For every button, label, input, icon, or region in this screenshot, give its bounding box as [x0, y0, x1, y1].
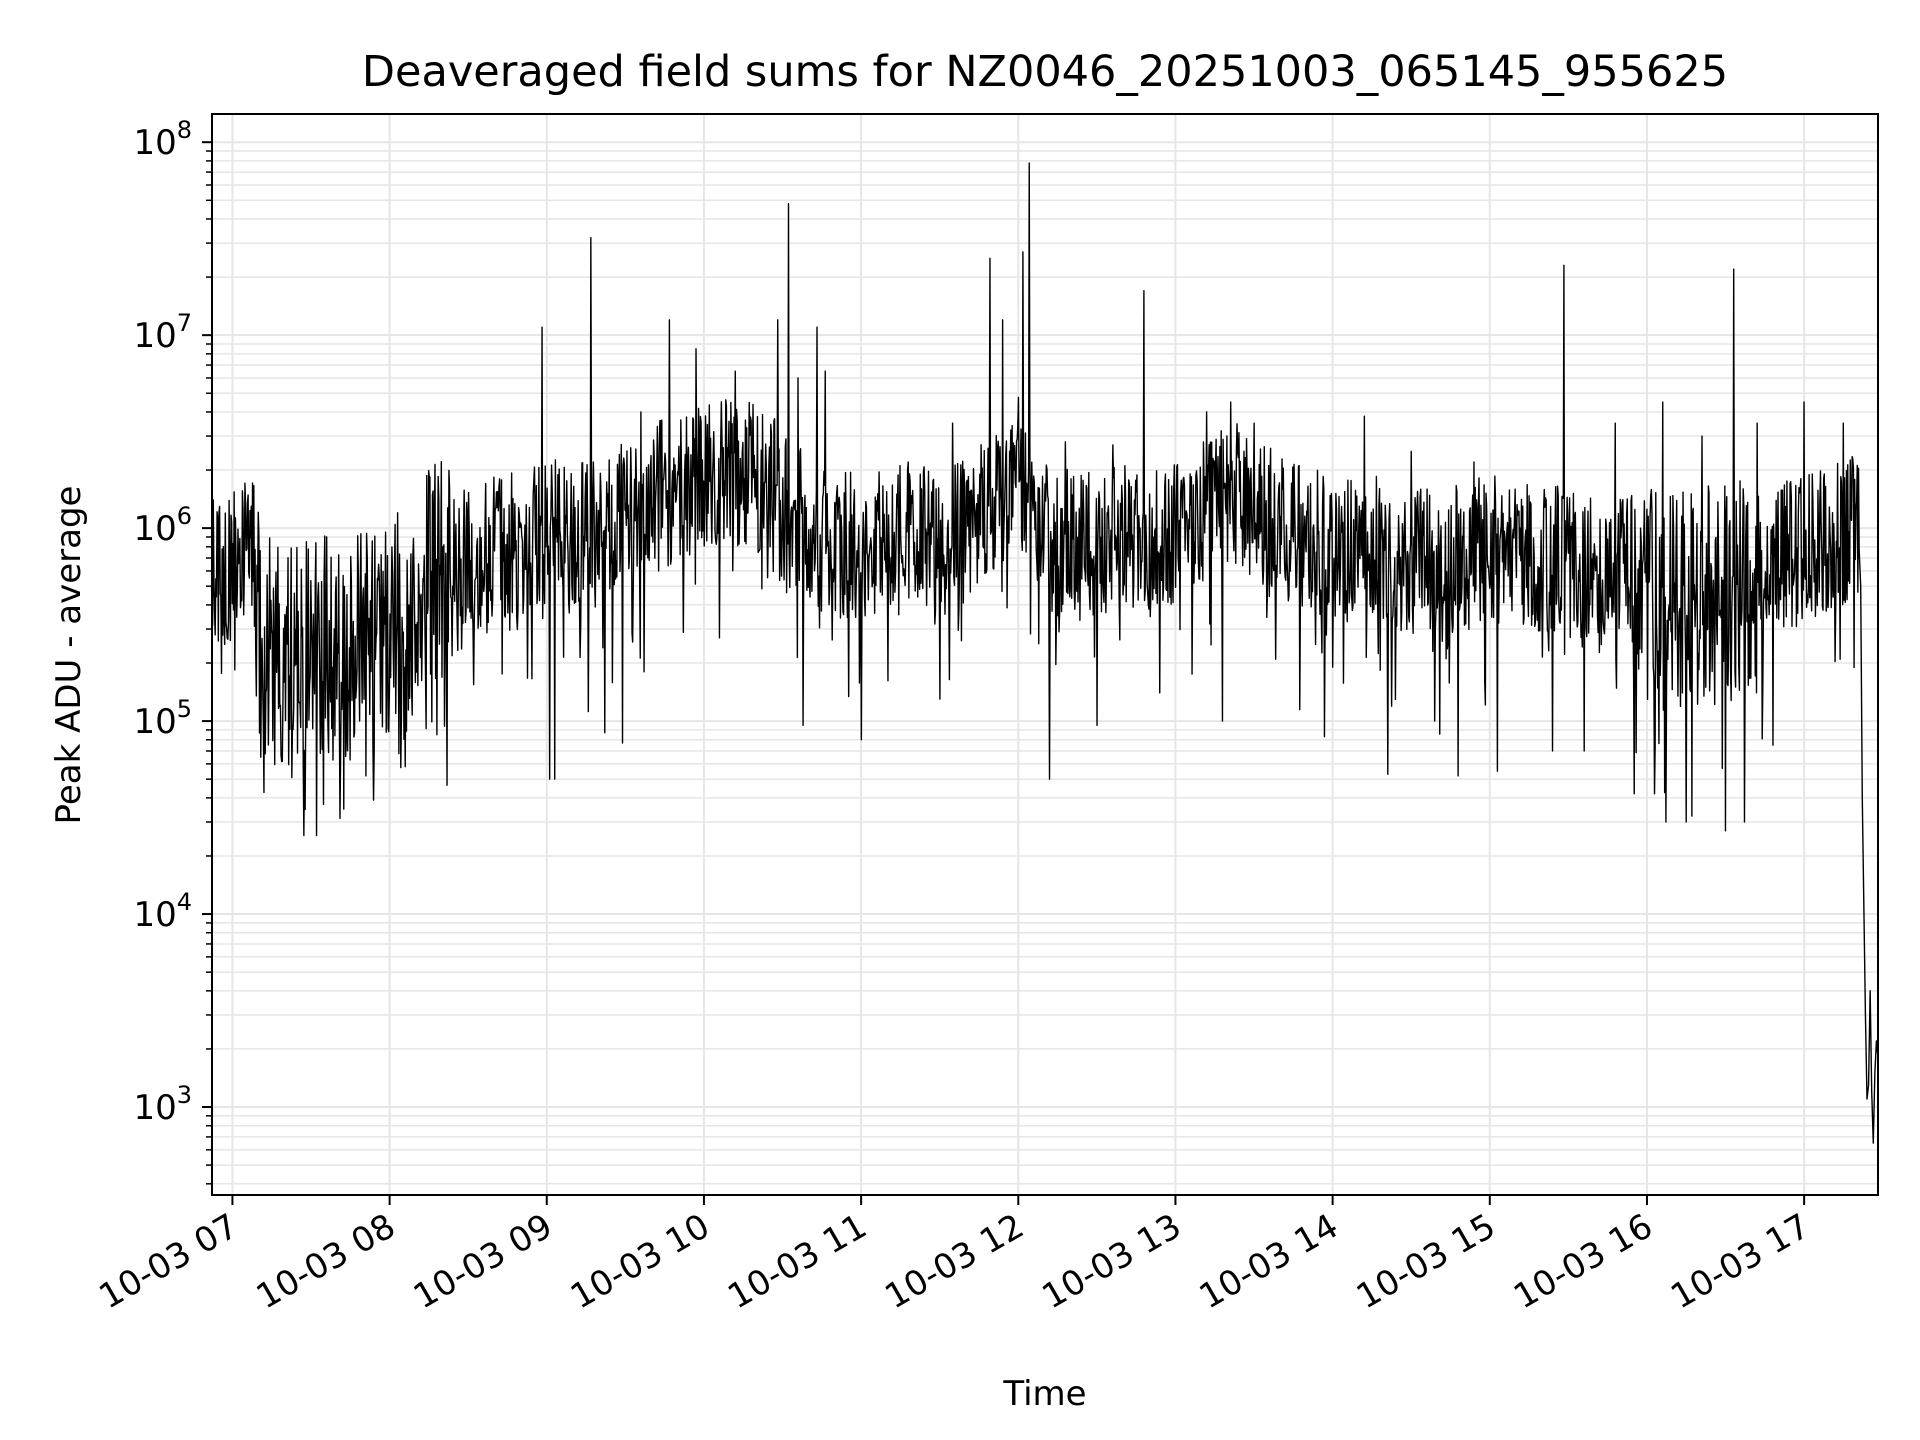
- series-line-peak-adu: [211, 162, 1879, 1144]
- y-tick-label: 104: [133, 888, 192, 935]
- y-tick-label: 103: [133, 1081, 192, 1128]
- y-tick-label: 105: [133, 695, 192, 742]
- y-axis-label: Peak ADU - average: [49, 486, 89, 825]
- y-tick-label: 108: [133, 116, 192, 163]
- y-tick-label: 106: [133, 502, 192, 549]
- y-tick-label: 107: [133, 309, 192, 356]
- plot-frame: [211, 113, 1879, 1196]
- x-axis-label: Time: [1002, 1374, 1086, 1414]
- series-group: [211, 162, 1879, 1144]
- grid-lines: [212, 114, 1878, 1195]
- chart-title: Deaveraged field sums for NZ0046_2025100…: [362, 47, 1728, 97]
